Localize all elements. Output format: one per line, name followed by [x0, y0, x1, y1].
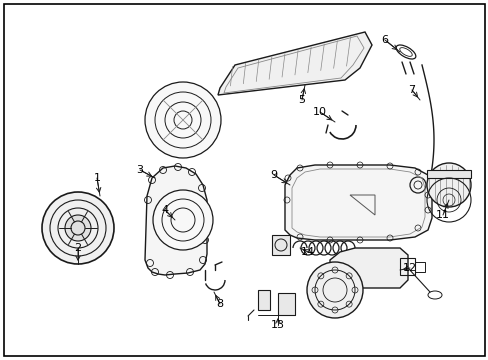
- Text: 8: 8: [216, 299, 223, 309]
- Circle shape: [153, 190, 213, 250]
- Polygon shape: [145, 166, 206, 275]
- Polygon shape: [271, 235, 289, 255]
- Circle shape: [426, 163, 470, 207]
- Text: 9: 9: [270, 170, 277, 180]
- Text: 11: 11: [435, 210, 449, 220]
- Polygon shape: [278, 293, 294, 315]
- Text: 2: 2: [74, 243, 81, 253]
- Text: 5: 5: [298, 95, 305, 105]
- Text: 13: 13: [270, 320, 285, 330]
- Circle shape: [65, 215, 91, 241]
- Circle shape: [42, 192, 114, 264]
- Text: 14: 14: [300, 247, 314, 257]
- Text: 4: 4: [161, 205, 168, 215]
- Polygon shape: [218, 32, 371, 95]
- Text: 12: 12: [402, 263, 416, 273]
- Text: 6: 6: [381, 35, 387, 45]
- Polygon shape: [426, 170, 470, 178]
- Circle shape: [306, 262, 362, 318]
- Text: 10: 10: [312, 107, 326, 117]
- Text: 7: 7: [407, 85, 415, 95]
- Polygon shape: [285, 165, 431, 240]
- Polygon shape: [258, 290, 269, 310]
- Text: 1: 1: [93, 173, 101, 183]
- Text: 3: 3: [136, 165, 143, 175]
- Polygon shape: [329, 248, 407, 288]
- Circle shape: [145, 82, 221, 158]
